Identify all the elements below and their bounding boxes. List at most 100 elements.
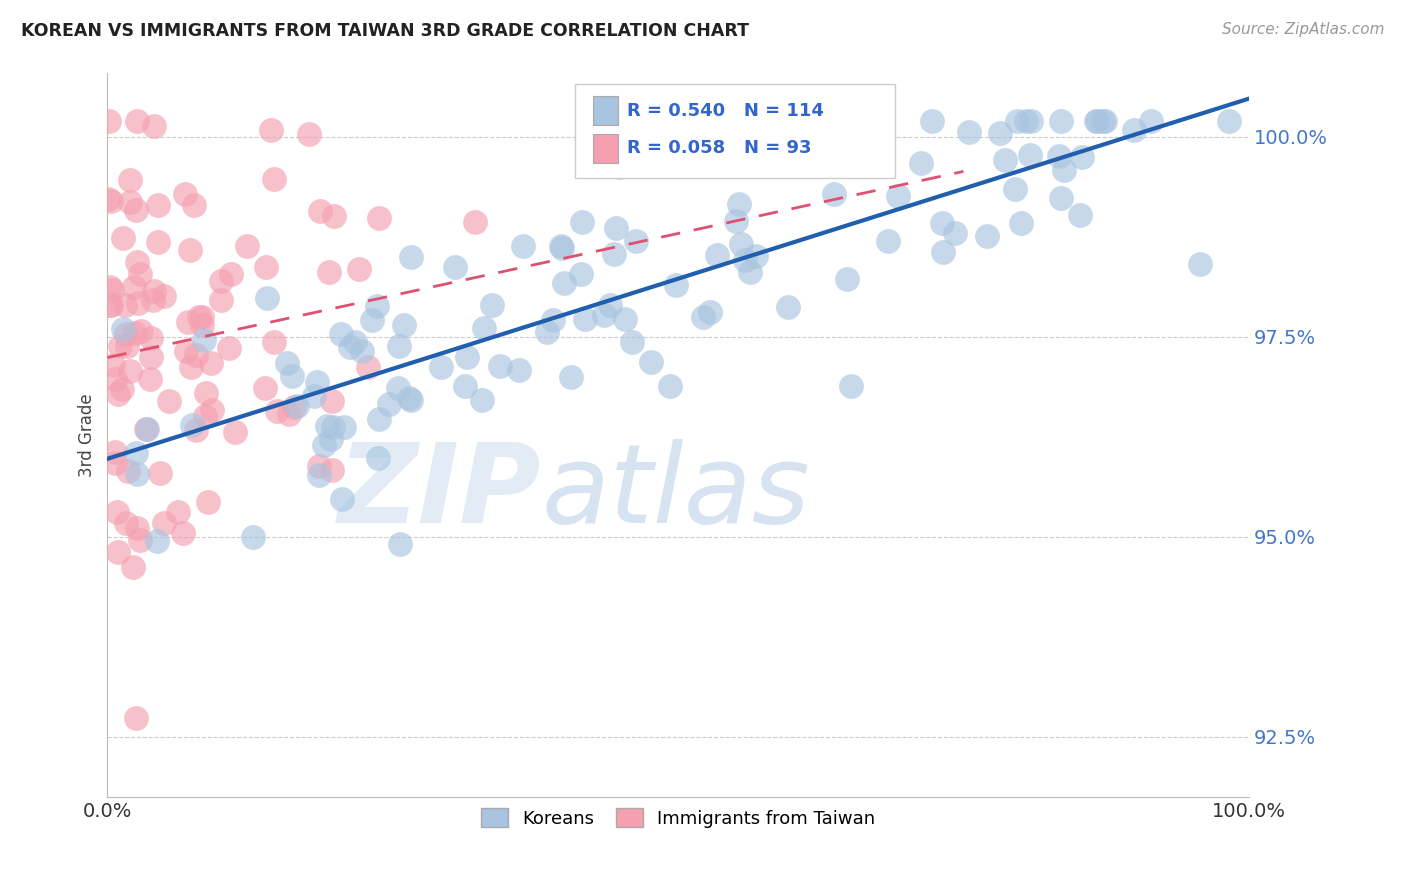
Point (108, 339, 131, 353)
Point (316, 418, 339, 433)
Point (209, 293, 232, 307)
Point (105, 505, 128, 519)
Point (1188, 256, 1211, 270)
Point (1140, 114, 1163, 128)
Point (931, 216, 953, 230)
Point (183, 198, 205, 212)
Text: KOREAN VS IMMIGRANTS FROM TAIWAN 3RD GRADE CORRELATION CHART: KOREAN VS IMMIGRANTS FROM TAIWAN 3RD GRA… (21, 22, 749, 40)
Point (699, 304, 721, 318)
Point (333, 419, 356, 434)
Point (609, 161, 631, 175)
Point (1019, 114, 1042, 128)
Point (957, 125, 980, 139)
Point (1005, 114, 1028, 128)
Point (120, 364, 142, 378)
Point (1070, 150, 1092, 164)
Point (361, 312, 384, 326)
Point (112, 322, 135, 336)
Text: R = 0.540   N = 114: R = 0.540 N = 114 (627, 102, 824, 120)
Point (125, 255, 148, 269)
Point (129, 268, 152, 282)
Point (378, 396, 401, 410)
Point (125, 467, 148, 481)
Point (621, 335, 644, 350)
Text: Source: ZipAtlas.com: Source: ZipAtlas.com (1222, 22, 1385, 37)
Point (143, 119, 166, 133)
Point (571, 215, 593, 229)
Bar (592, 134, 617, 162)
Point (1084, 114, 1107, 128)
Point (193, 409, 215, 424)
Point (125, 446, 148, 460)
Point (692, 310, 714, 325)
Point (456, 351, 478, 365)
Point (266, 404, 288, 418)
Point (1094, 114, 1116, 128)
Point (101, 284, 124, 298)
Point (308, 459, 330, 474)
Point (148, 198, 170, 212)
Point (100, 194, 122, 208)
Point (388, 339, 411, 353)
Text: ZIP: ZIP (337, 439, 541, 546)
Point (994, 153, 1017, 167)
Point (111, 231, 134, 245)
Point (1049, 114, 1071, 128)
Point (149, 466, 172, 480)
Point (321, 393, 343, 408)
Point (280, 369, 302, 384)
Point (146, 235, 169, 250)
Point (727, 197, 749, 211)
Point (489, 359, 512, 373)
Point (236, 239, 259, 253)
Point (104, 456, 127, 470)
Point (141, 331, 163, 345)
Point (730, 237, 752, 252)
Point (117, 464, 139, 478)
Point (640, 355, 662, 369)
Point (740, 265, 762, 279)
Bar (592, 96, 617, 125)
Point (536, 325, 558, 339)
Point (166, 505, 188, 519)
Point (127, 114, 149, 128)
Point (330, 491, 353, 506)
Point (658, 379, 681, 393)
Point (285, 399, 308, 413)
Point (197, 495, 219, 509)
Point (254, 260, 277, 274)
Point (508, 363, 530, 377)
Point (352, 343, 374, 358)
Point (321, 463, 343, 477)
Point (322, 209, 344, 223)
Point (624, 235, 647, 249)
Point (97, 114, 120, 128)
Point (347, 262, 370, 277)
Point (1047, 149, 1070, 163)
Point (368, 411, 391, 425)
Point (322, 420, 344, 434)
Point (399, 250, 422, 264)
Point (159, 393, 181, 408)
Point (256, 291, 278, 305)
Point (1053, 163, 1076, 178)
Point (574, 312, 596, 326)
Point (107, 545, 129, 559)
Point (152, 288, 174, 302)
Point (599, 297, 621, 311)
Point (260, 123, 283, 137)
Point (176, 344, 198, 359)
Point (104, 445, 127, 459)
Point (321, 432, 343, 446)
Point (180, 359, 202, 374)
Point (776, 300, 799, 314)
Point (263, 171, 285, 186)
Text: atlas: atlas (541, 439, 810, 546)
Point (454, 378, 477, 392)
Point (553, 276, 575, 290)
Point (724, 214, 747, 228)
Point (387, 381, 409, 395)
Point (209, 274, 232, 288)
Point (120, 173, 142, 187)
Point (550, 239, 572, 253)
